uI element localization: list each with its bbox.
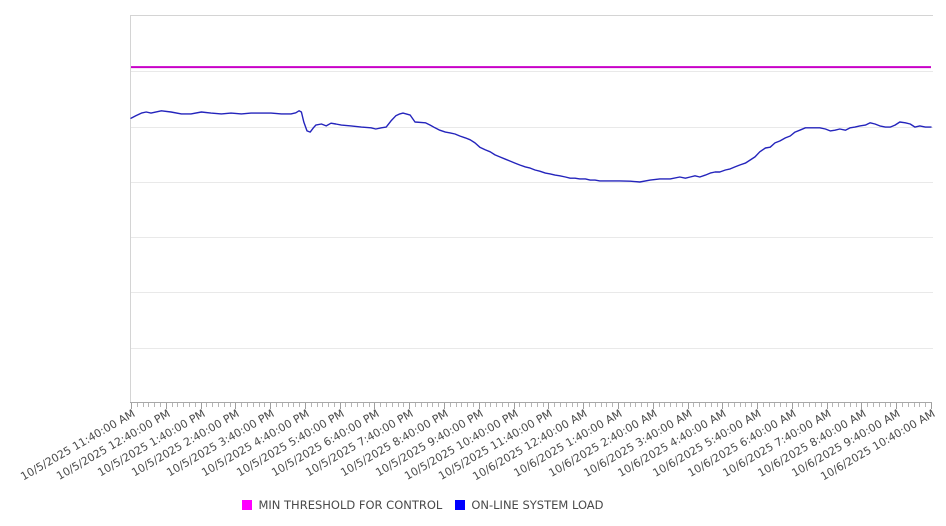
legend-label-min-threshold: MIN THRESHOLD FOR CONTROL <box>258 498 443 512</box>
legend-label-online-system-load: ON-LINE SYSTEM LOAD <box>471 498 604 512</box>
online-system-load-swatch-icon <box>455 500 466 510</box>
legend-item-min-threshold[interactable]: MIN THRESHOLD FOR CONTROL <box>242 498 442 512</box>
online-system-load-line <box>130 110 932 183</box>
min-threshold-swatch-icon <box>242 500 253 510</box>
chart-legend: MIN THRESHOLD FOR CONTROL ON-LINE SYSTEM… <box>0 498 896 512</box>
legend-item-online-system-load[interactable]: ON-LINE SYSTEM LOAD <box>455 498 604 512</box>
